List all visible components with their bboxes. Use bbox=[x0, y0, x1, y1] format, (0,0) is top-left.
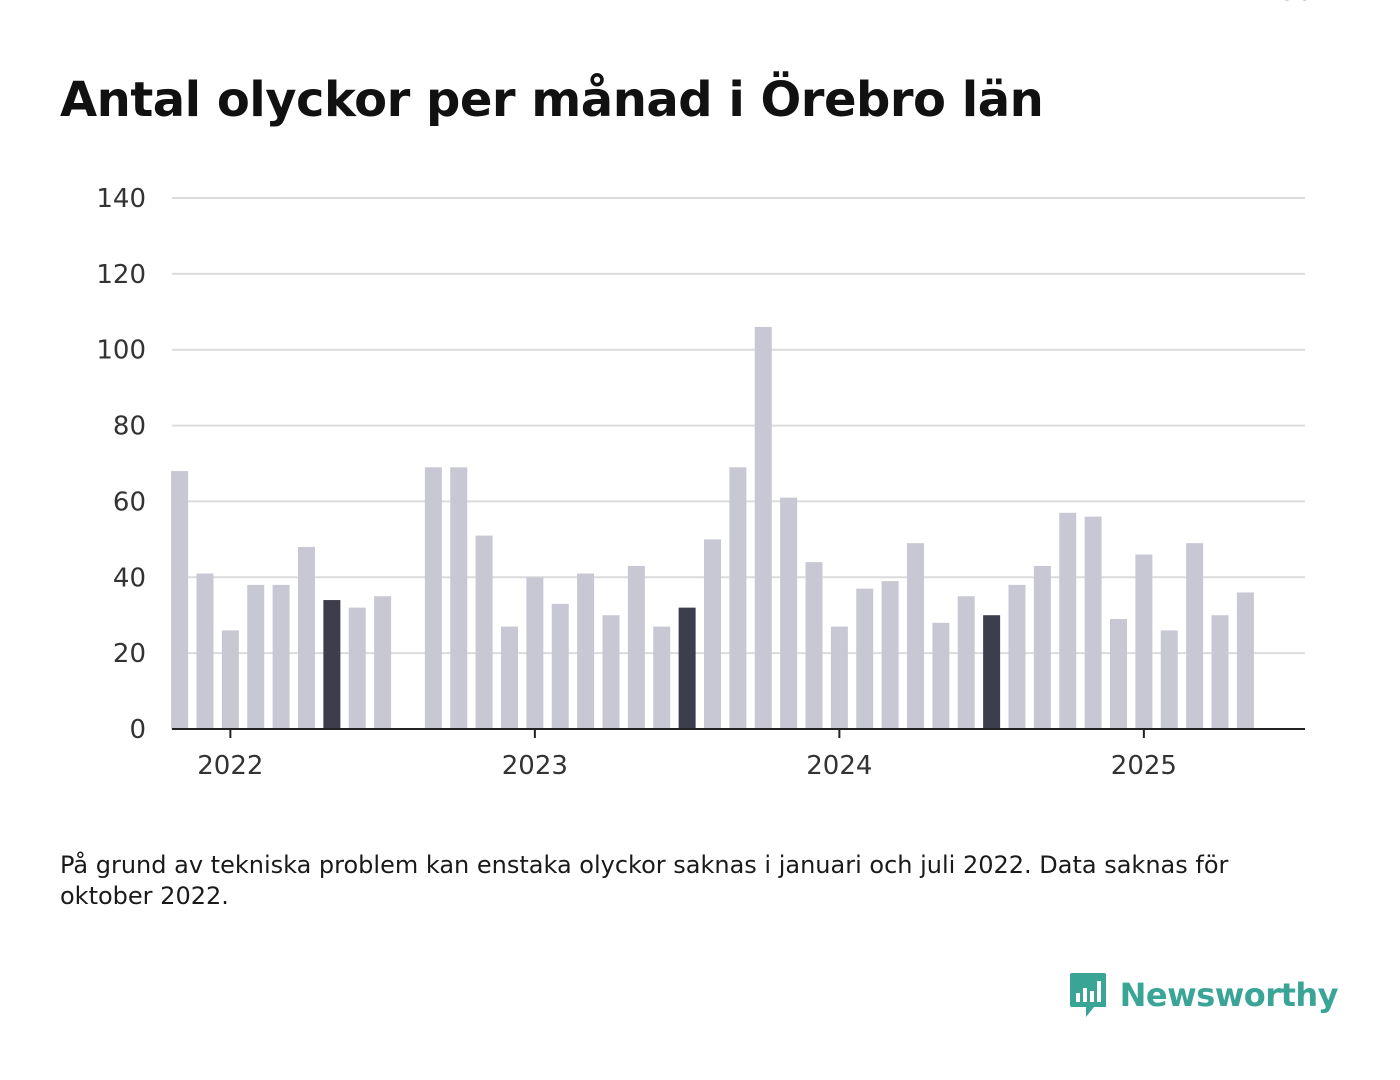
bar-2025-02 bbox=[1160, 630, 1178, 729]
bar-chart: 0 20 40 60 80 100 120 140 2022 2023 2024 2025 36 bbox=[96, 0, 1313, 781]
bar-2023-10 bbox=[754, 326, 772, 729]
chart-title: Antal olyckor per månad i Örebro län bbox=[60, 72, 1044, 128]
brand-name: Newsworthy bbox=[1119, 976, 1339, 1014]
bar-2024-08 bbox=[1008, 584, 1026, 729]
bar-2024-02 bbox=[856, 588, 874, 729]
y-tick-label: 80 bbox=[113, 412, 146, 442]
bar-2022-11 bbox=[475, 535, 493, 729]
bar-2022-05 bbox=[323, 600, 341, 729]
bar-2021-11 bbox=[171, 471, 189, 729]
newsworthy-logo-icon bbox=[1069, 973, 1106, 1017]
bar-2025-05 bbox=[1236, 592, 1254, 729]
bar-2024-06 bbox=[957, 596, 975, 729]
bar-2025-01 bbox=[1135, 554, 1153, 729]
bar-2024-11 bbox=[1084, 516, 1102, 729]
y-tick-label: 140 bbox=[96, 184, 146, 214]
bar-2022-02 bbox=[247, 584, 265, 729]
x-tick-label: 2024 bbox=[806, 751, 872, 781]
data-labels: 36 bbox=[1280, 0, 1313, 7]
y-tick-label: 120 bbox=[96, 260, 146, 290]
bar-2025-04 bbox=[1211, 615, 1229, 729]
y-tick-label: 40 bbox=[113, 563, 146, 593]
bar-2022-01 bbox=[221, 630, 239, 729]
chart-footnote: På grund av tekniska problem kan enstaka… bbox=[60, 851, 1229, 910]
bar-2023-01 bbox=[526, 577, 544, 729]
bar-2022-07 bbox=[374, 596, 392, 729]
bar-2023-08 bbox=[703, 539, 721, 729]
bar-2022-12 bbox=[500, 626, 518, 729]
x-tick-label: 2022 bbox=[197, 751, 263, 781]
bar-2024-12 bbox=[1109, 619, 1127, 729]
bar-2024-03 bbox=[881, 581, 899, 729]
bar-2024-04 bbox=[906, 543, 924, 729]
bar-2021-12 bbox=[196, 573, 214, 729]
bar-2024-05 bbox=[932, 622, 950, 729]
x-tick-label: 2025 bbox=[1111, 751, 1177, 781]
bars bbox=[171, 326, 1254, 729]
bar-2022-04 bbox=[297, 546, 315, 729]
bar-2024-10 bbox=[1059, 512, 1077, 729]
x-axis-ticks: 2022 2023 2024 2025 bbox=[197, 729, 1177, 781]
bar-2024-07 bbox=[983, 615, 1001, 729]
y-axis-ticks: 0 20 40 60 80 100 120 140 bbox=[96, 184, 146, 745]
x-tick-label: 2023 bbox=[502, 751, 568, 781]
bar-2023-12 bbox=[805, 562, 823, 729]
bar-2022-09 bbox=[424, 467, 442, 729]
y-tick-label: 20 bbox=[113, 639, 146, 669]
bar-2024-09 bbox=[1033, 565, 1051, 729]
bar-2022-03 bbox=[272, 584, 290, 729]
bar-2023-06 bbox=[653, 626, 671, 729]
bar-2023-04 bbox=[602, 615, 620, 729]
y-tick-label: 100 bbox=[96, 336, 146, 366]
latest-value-label: 36 bbox=[1280, 0, 1313, 7]
bar-2023-11 bbox=[780, 497, 798, 729]
bar-2023-07 bbox=[678, 607, 696, 729]
bar-2024-01 bbox=[830, 626, 848, 729]
bar-2023-03 bbox=[577, 573, 595, 729]
brand-logo: Newsworthy bbox=[1068, 970, 1339, 1020]
bar-2023-05 bbox=[627, 565, 645, 729]
bar-2023-02 bbox=[551, 603, 569, 729]
bar-2023-09 bbox=[729, 467, 747, 729]
bar-2022-10 bbox=[450, 467, 468, 729]
bar-2022-06 bbox=[348, 607, 366, 729]
y-tick-label: 60 bbox=[113, 487, 146, 517]
y-tick-label: 0 bbox=[129, 715, 146, 745]
bar-2025-03 bbox=[1186, 543, 1204, 729]
